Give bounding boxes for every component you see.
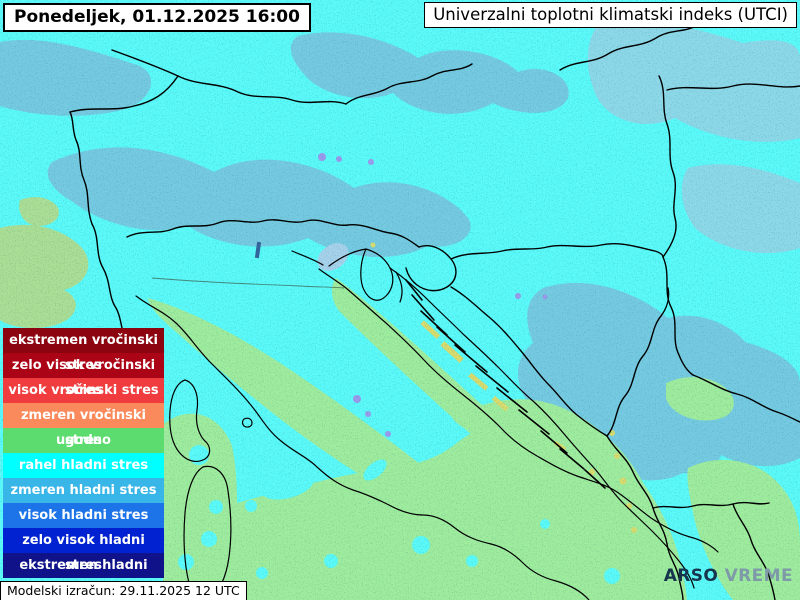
legend-item-very-high-heat: zelo visok vročinski stres [3,353,164,398]
map-river-po [151,277,345,289]
model-run-label: Modelski izračun: 29.11.2025 12 UTC [0,581,247,600]
datetime-label: Ponedeljek, 01.12.2025 16:00 [3,3,311,32]
logo-vreme: VREME [724,566,793,586]
legend-item-extreme-heat: ekstremen vročinski stres [3,328,164,373]
legend-item-slight-cold: rahel hladni stres [3,453,164,478]
logo-arso: ARSO [663,566,719,586]
legend-item-very-high-cold: zelo visok hladni stres [3,528,164,573]
legend-item-comfortable: ugodno [3,428,164,453]
legend-item-extreme-cold: ekstremen hladni stres [3,553,164,598]
utci-legend: ekstremen vročinski stres zelo visok vro… [3,328,164,598]
arso-vreme-logo: ARSO VREME [664,566,793,586]
legend-item-moderate-cold: zmeren hladni stres [3,478,164,503]
page-title: Univerzalni toplotni klimatski indeks (U… [424,2,797,28]
map-islands [405,279,606,489]
legend-item-high-cold: visok hladni stres [3,503,164,528]
map-borders [69,13,800,600]
legend-item-moderate-heat: zmeren vročinski stres [3,403,164,448]
legend-item-high-heat: visok vročinski stres [3,378,164,403]
